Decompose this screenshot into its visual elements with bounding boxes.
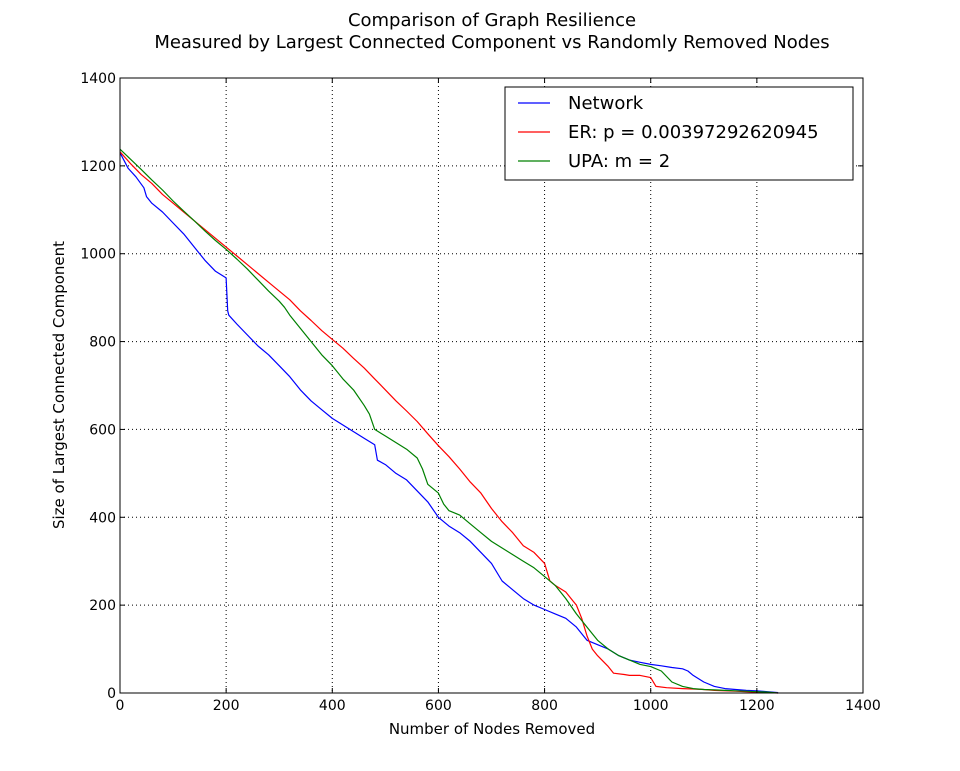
series-line-1 [119,151,779,694]
legend-label-0: Network [568,93,644,114]
axis-ticks: 0 200 400 600 800 1000 1200 1400 0 200 400 600 800 10… [80,71,880,714]
y-tick-label: 600 [89,422,116,438]
x-tick-label: 600 [425,698,452,714]
y-axis-label: Size of Largest Connected Component [50,241,68,529]
y-tick-label: 800 [89,335,116,351]
legend-label-2: UPA: m = 2 [568,151,670,172]
series-line-0 [119,152,779,694]
x-tick-label: 0 [116,698,125,714]
legend-box [504,86,854,181]
y-tick-label: 1000 [80,247,116,263]
x-tick-label: 1200 [739,698,775,714]
plot-frame [119,77,864,694]
y-tick-label: 1400 [80,71,116,87]
y-tick-label: 400 [89,510,116,526]
chart-subtitle: Measured by Largest Connected Component … [154,32,829,53]
x-tick-label: 200 [213,698,240,714]
y-tick-label: 200 [89,598,116,614]
legend: Network ER: p = 0.00397292620945 UPA: m = … [504,86,854,181]
x-tick-label: 1000 [633,698,669,714]
series-lines [119,148,779,694]
x-tick-label: 800 [531,698,558,714]
y-tick-label: 1200 [80,159,116,175]
series-line-2 [119,148,779,694]
x-tick-label: 400 [319,698,346,714]
x-tick-label: 1400 [845,698,881,714]
legend-label-1: ER: p = 0.00397292620945 [568,122,819,143]
y-tick-label: 0 [107,686,116,702]
grid-lines [120,78,863,693]
chart-title: Comparison of Graph Resilience [348,10,636,31]
x-axis-label: Number of Nodes Removed [389,720,595,738]
